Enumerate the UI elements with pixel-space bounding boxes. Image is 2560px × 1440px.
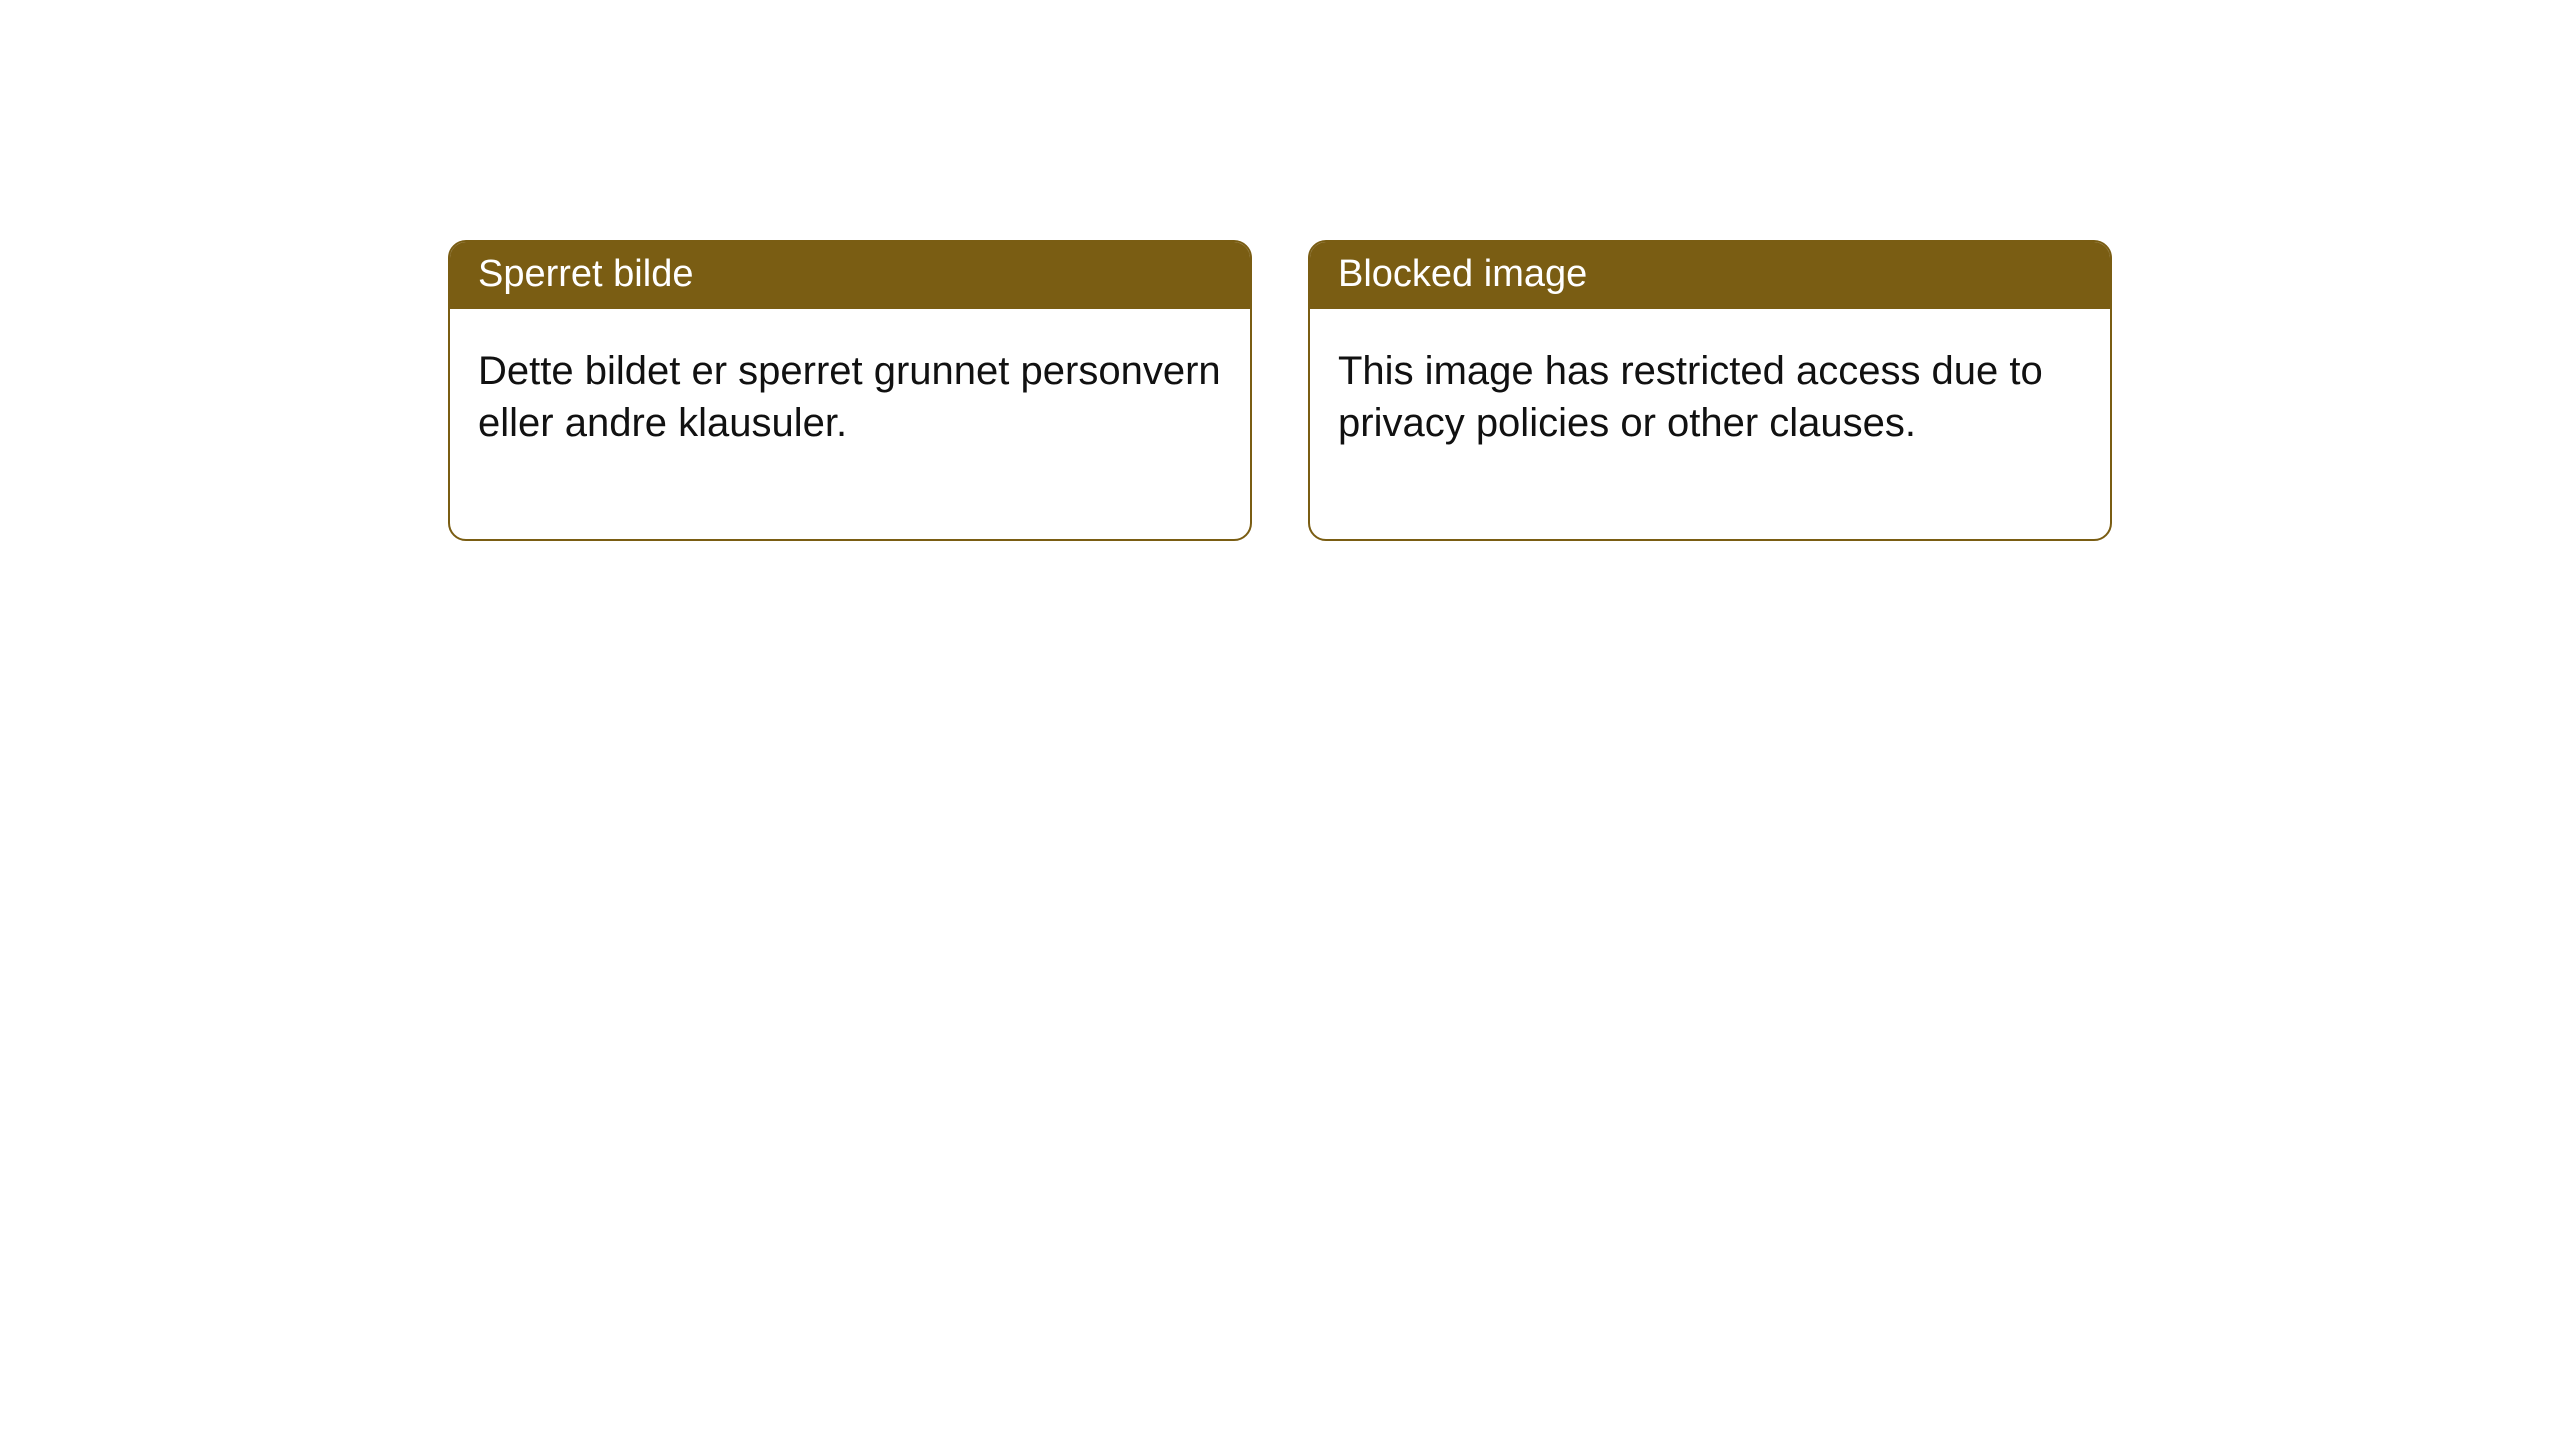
notice-card-norwegian: Sperret bilde Dette bildet er sperret gr…	[448, 240, 1252, 541]
notice-body: Dette bildet er sperret grunnet personve…	[450, 309, 1250, 539]
notice-card-english: Blocked image This image has restricted …	[1308, 240, 2112, 541]
notice-container: Sperret bilde Dette bildet er sperret gr…	[0, 0, 2560, 541]
notice-header: Sperret bilde	[450, 242, 1250, 309]
notice-body: This image has restricted access due to …	[1310, 309, 2110, 539]
notice-header: Blocked image	[1310, 242, 2110, 309]
